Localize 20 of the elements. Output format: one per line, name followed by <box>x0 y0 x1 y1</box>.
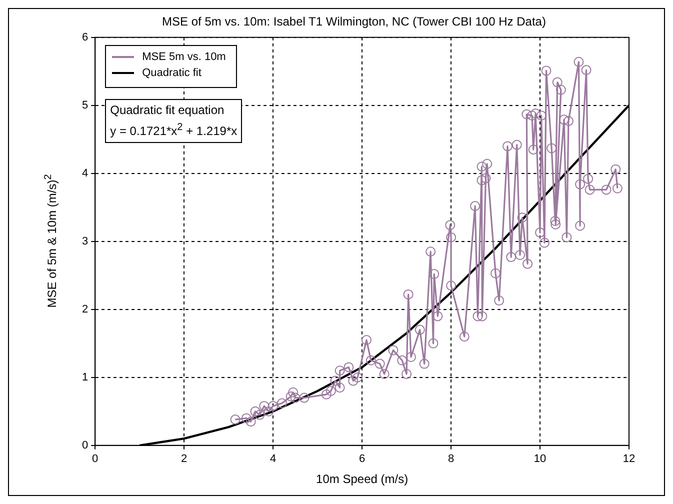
x-tick-label: 0 <box>92 453 98 466</box>
x-tick-label: 4 <box>270 453 276 466</box>
y-tick-label: 2 <box>82 303 88 316</box>
x-tick-label: 12 <box>622 453 636 466</box>
legend-label: Quadratic fit <box>142 67 202 80</box>
annotation: y = 0.1721*x$^{2}$ + 1.219*x <box>110 121 238 140</box>
y-tick-label: 1 <box>82 371 88 384</box>
legend-label: MSE 5m vs. 10m <box>142 51 226 64</box>
y-tick-label: 5 <box>82 99 88 112</box>
x-tick-label: 2 <box>181 453 188 466</box>
y-tick-label: 6 <box>82 31 88 44</box>
x-tick-label: 8 <box>448 453 454 466</box>
y-tick-label: 3 <box>82 235 88 248</box>
x-tick-label: 10 <box>534 453 546 466</box>
y-tick-label: 0 <box>82 439 88 452</box>
annotation: Quadratic fit equation <box>110 102 226 120</box>
x-tick-label: 6 <box>358 453 366 466</box>
x-axis-title: 10m Speed (m/s) <box>316 472 408 486</box>
y-tick-label: 4 <box>82 167 88 180</box>
chart-title: MSE of 5m vs. 10m: Isabel T1 Wilmington, NC (Tower CBI 100 Hz Data) <box>162 14 546 29</box>
